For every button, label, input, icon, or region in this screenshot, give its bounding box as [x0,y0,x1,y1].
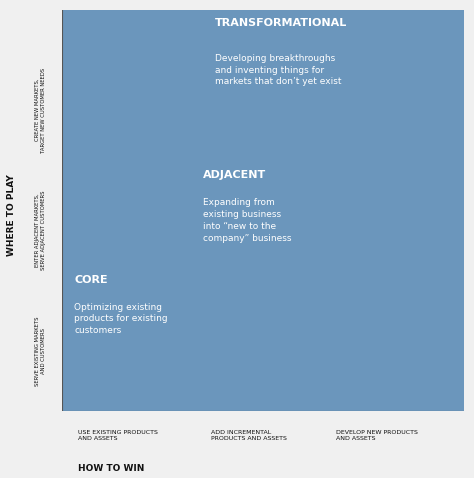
Text: ADJACENT: ADJACENT [203,170,266,180]
Text: Developing breakthroughs
and inventing things for
markets that don’t yet exist: Developing breakthroughs and inventing t… [215,54,341,87]
Text: WHERE TO PLAY: WHERE TO PLAY [8,174,16,256]
Text: ENTER ADJACENT MARKETS,
SERVE ADJACENT CUSTOMERS: ENTER ADJACENT MARKETS, SERVE ADJACENT C… [35,191,46,270]
Text: ADD INCREMENTAL
PRODUCTS AND ASSETS: ADD INCREMENTAL PRODUCTS AND ASSETS [210,430,287,441]
Text: DEVELOP NEW PRODUCTS
AND ASSETS: DEVELOP NEW PRODUCTS AND ASSETS [336,430,418,441]
Text: TRANSFORMATIONAL: TRANSFORMATIONAL [215,18,347,28]
Text: Expanding from
existing business
into “new to the
company” business: Expanding from existing business into “n… [203,198,292,243]
Text: HOW TO WIN: HOW TO WIN [78,464,144,473]
Text: Optimizing existing
products for existing
customers: Optimizing existing products for existin… [74,303,168,335]
Circle shape [0,242,231,478]
Text: CREATE NEW MARKETS,
TARGET NEW CUSTOMER NEEDS: CREATE NEW MARKETS, TARGET NEW CUSTOMER … [35,67,46,152]
Text: CORE: CORE [74,274,108,284]
Text: USE EXISTING PRODUCTS
AND ASSETS: USE EXISTING PRODUCTS AND ASSETS [78,430,158,441]
Circle shape [0,130,343,478]
Text: SERVE EXISTING MARKETS
AND CUSTOMERS: SERVE EXISTING MARKETS AND CUSTOMERS [35,316,46,386]
